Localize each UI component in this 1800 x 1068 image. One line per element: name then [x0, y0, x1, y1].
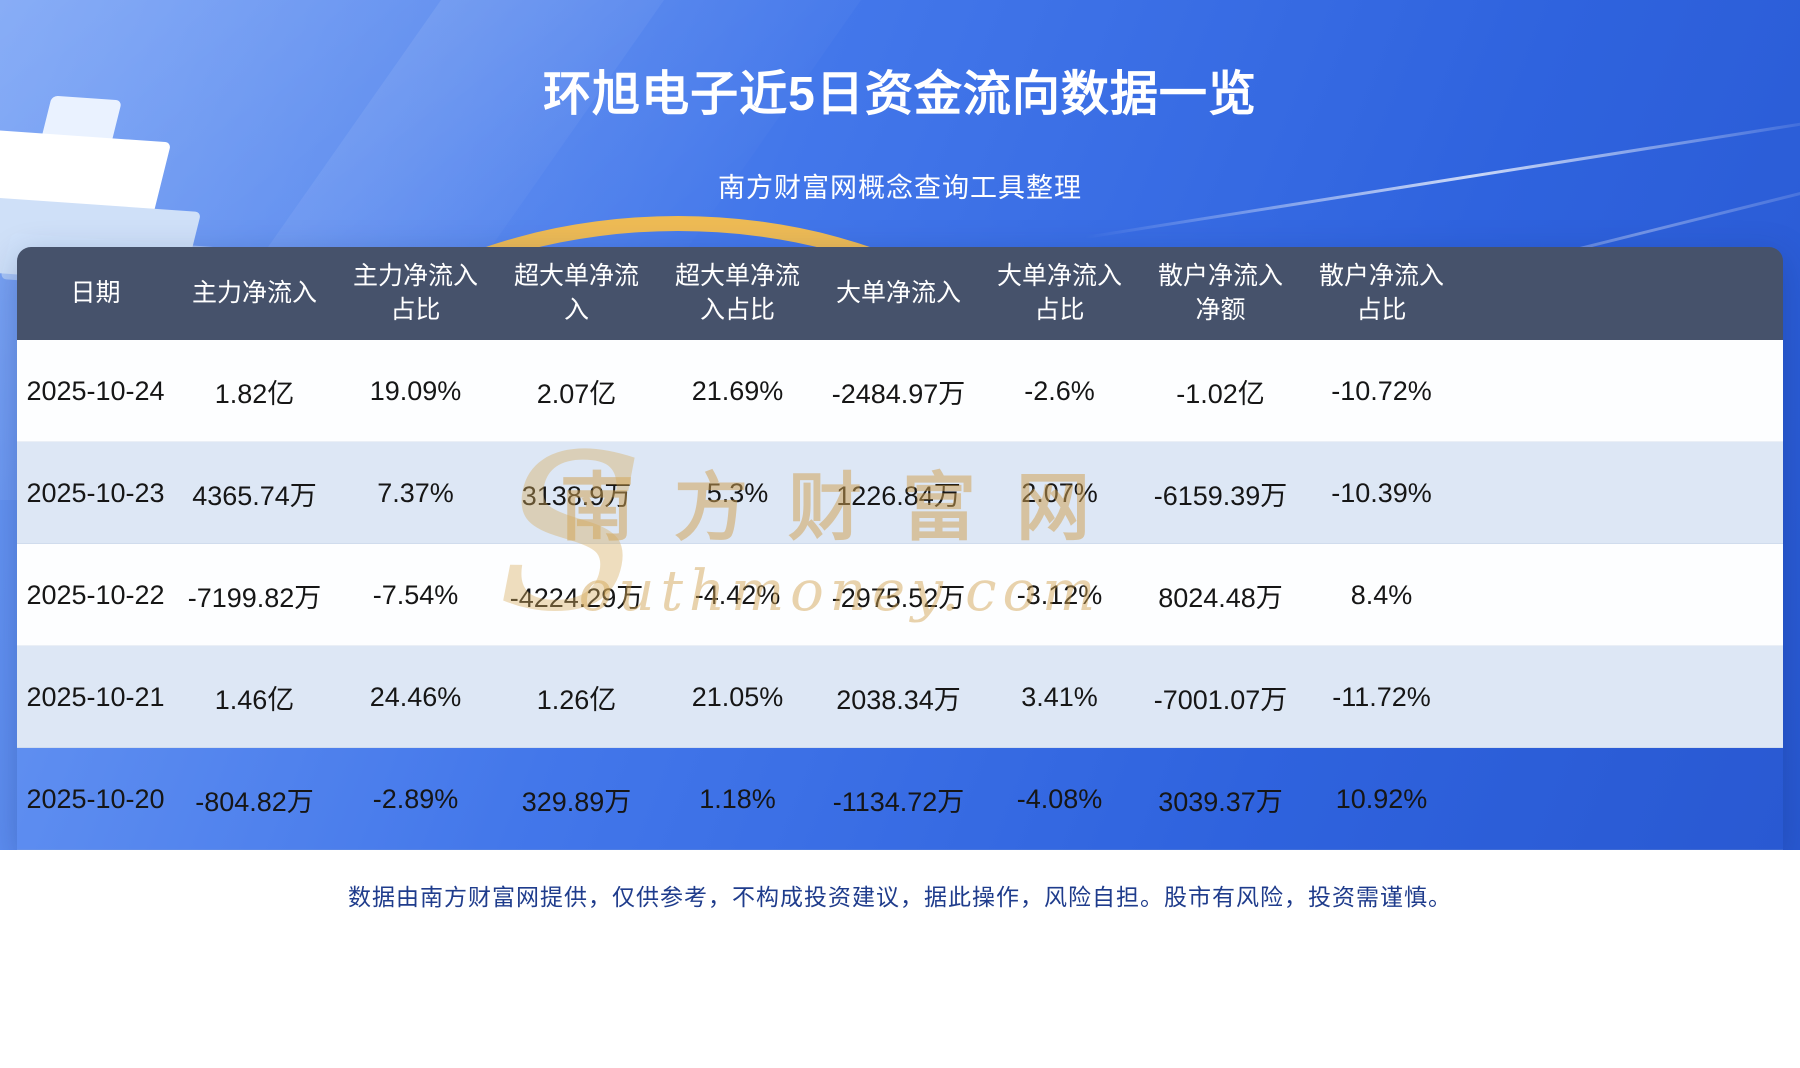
table-cell: -2.6%: [1024, 375, 1095, 406]
table-cell: 19.09%: [369, 375, 462, 406]
column-header-date: 日期: [70, 278, 121, 307]
table-cell: -2975.52万: [831, 582, 966, 613]
table-cell: 1226.84万: [836, 480, 961, 511]
cell-date: 2025-10-23: [26, 477, 165, 508]
column-header-xl-order-net-inflow-ratio: 超大单净流 入占比: [674, 261, 800, 324]
cell-date: 2025-10-22: [26, 579, 165, 610]
cell-spacer: [1462, 442, 1783, 544]
cell-date: 2025-10-20: [26, 783, 165, 814]
table-cell: 3.41%: [1021, 681, 1098, 712]
table-cell: 4365.74万: [192, 480, 317, 511]
table-cell: -11.72%: [1332, 681, 1431, 712]
table-cell: 10.92%: [1335, 783, 1428, 814]
table-header-row: 日期 主力净流入 主力净流入 占比 超大单净流 入 超大单净流 入占比 大单净流…: [17, 247, 1783, 340]
column-header-main-net-inflow: 主力净流入: [191, 278, 317, 307]
table-row: 2025-10-23 4365.74万 7.37% 3138.9万 5.3% 1…: [17, 442, 1783, 544]
table-cell: -10.72%: [1331, 375, 1432, 406]
table-cell: -1134.72万: [832, 786, 965, 817]
table-cell: -2.89%: [372, 783, 459, 814]
table-cell: -6159.39万: [1153, 480, 1288, 511]
column-header-retail-net-inflow-ratio: 散户净流入 占比: [1318, 261, 1444, 324]
table-cell: -7199.82万: [187, 582, 322, 613]
heading: 环旭电子近5日资金流向数据一览 南方财富网概念查询工具整理: [0, 0, 1800, 205]
table-cell: 8024.48万: [1158, 582, 1283, 613]
column-header-spacer: [1462, 247, 1783, 340]
table-row: 2025-10-24 1.82亿 19.09% 2.07亿 21.69% -24…: [17, 340, 1783, 442]
column-header-main-net-inflow-ratio: 主力净流入 占比: [352, 261, 478, 324]
table-cell: -4.08%: [1016, 783, 1103, 814]
table-cell: 3138.9万: [521, 480, 632, 511]
table-cell: 1.18%: [699, 783, 776, 814]
disclaimer-text: 数据由南方财富网提供，仅供参考，不构成投资建议，据此操作，风险自担。股市有风险，…: [348, 884, 1452, 910]
cell-spacer: [1462, 544, 1783, 646]
table-cell: 2038.34万: [836, 684, 961, 715]
table-row: 2025-10-22 -7199.82万 -7.54% -4224.29万 -4…: [17, 544, 1783, 646]
table-cell: 24.46%: [369, 681, 462, 712]
table-cell: -1.02亿: [1176, 378, 1265, 409]
cell-spacer: [1462, 340, 1783, 442]
table-cell: -804.82万: [195, 786, 314, 817]
fund-flow-table: 日期 主力净流入 主力净流入 占比 超大单净流 入 超大单净流 入占比 大单净流…: [17, 247, 1783, 850]
column-header-retail-net-inflow: 散户净流入 净额: [1157, 261, 1283, 324]
page-title: 环旭电子近5日资金流向数据一览: [543, 68, 1257, 121]
table-cell: -7.54%: [372, 579, 459, 610]
table-cell: -10.39%: [1331, 477, 1432, 508]
table-cell: -4224.29万: [509, 582, 644, 613]
table-cell: -7001.07万: [1153, 684, 1288, 715]
table-cell: 1.26亿: [536, 684, 617, 715]
table-cell: 1.82亿: [214, 378, 295, 409]
cell-spacer: [1462, 748, 1783, 850]
table-cell: 3039.37万: [1158, 786, 1283, 817]
footer-band: 数据由南方财富网提供，仅供参考，不构成投资建议，据此操作，风险自担。股市有风险，…: [0, 850, 1800, 1068]
table-cell: 21.69%: [691, 375, 784, 406]
table-row: 2025-10-20 -804.82万 -2.89% 329.89万 1.18%…: [17, 748, 1783, 850]
table-row: 2025-10-21 1.46亿 24.46% 1.26亿 21.05% 203…: [17, 646, 1783, 748]
cell-date: 2025-10-21: [26, 681, 165, 712]
table-cell: 8.4%: [1350, 579, 1413, 610]
cell-date: 2025-10-24: [26, 375, 165, 406]
table-cell: 2.07亿: [536, 378, 617, 409]
table-cell: -3.12%: [1016, 579, 1103, 610]
table-cell: -4.42%: [694, 579, 781, 610]
table-cell: 21.05%: [691, 681, 784, 712]
table-cell: 7.37%: [377, 477, 454, 508]
column-header-large-order-net-inflow-ratio: 大单净流入 占比: [996, 261, 1122, 324]
table-cell: 329.89万: [521, 786, 632, 817]
page-subtitle: 南方财富网概念查询工具整理: [718, 173, 1082, 203]
table-cell: 1.46亿: [214, 684, 295, 715]
table-cell: -2484.97万: [831, 378, 966, 409]
table-cell: 5.3%: [706, 477, 769, 508]
column-header-large-order-net-inflow: 大单净流入: [835, 278, 961, 307]
cell-spacer: [1462, 646, 1783, 748]
table-cell: 2.07%: [1021, 477, 1098, 508]
column-header-xl-order-net-inflow: 超大单净流 入: [513, 261, 639, 324]
